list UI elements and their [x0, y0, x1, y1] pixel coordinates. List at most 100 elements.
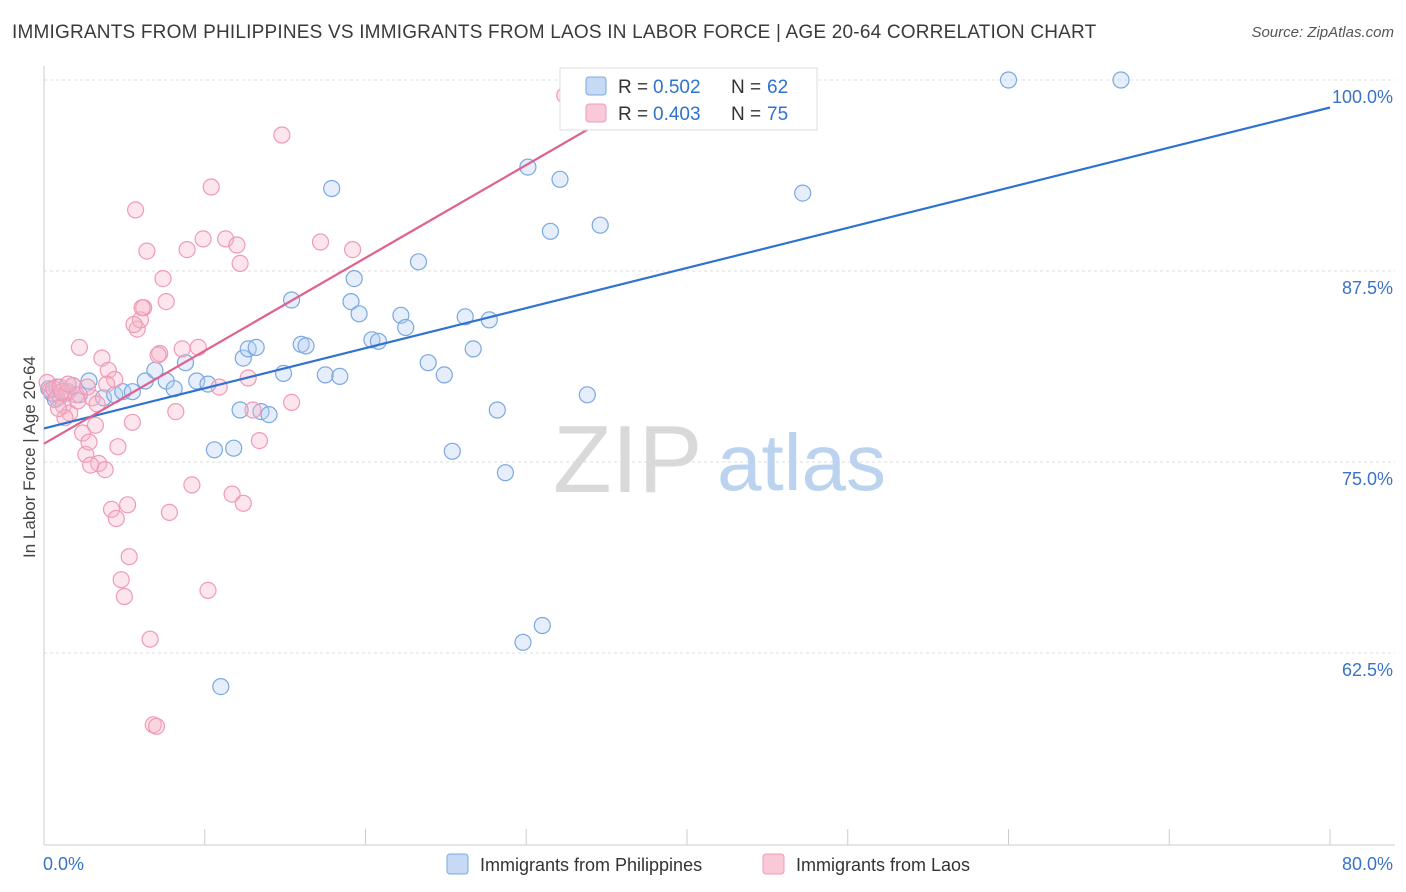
- data-point-laos: [223, 485, 241, 503]
- data-point-philippines: [188, 372, 206, 390]
- data-point-laos: [59, 375, 77, 393]
- data-point-philippines: [488, 401, 506, 419]
- data-point-laos: [231, 254, 249, 272]
- data-point-philippines: [443, 442, 461, 460]
- data-point-philippines: [496, 464, 514, 482]
- stats-n-value-philippines: 62: [767, 77, 788, 98]
- data-point-philippines: [350, 305, 368, 323]
- legend-label-philippines: Immigrants from Philippines: [480, 855, 702, 875]
- data-point-philippines: [231, 401, 249, 419]
- data-point-laos: [234, 494, 252, 512]
- data-point-laos: [73, 424, 92, 442]
- data-point-philippines: [316, 366, 334, 384]
- stats-r-value-laos: 0.403: [653, 104, 701, 125]
- data-point-laos: [123, 413, 141, 431]
- data-point-philippines: [363, 331, 381, 349]
- stats-n-label-laos: N =: [731, 104, 761, 125]
- data-point-laos: [49, 399, 68, 418]
- data-point-laos: [202, 178, 220, 196]
- bottom-legend: Immigrants from Philippines Immigrants f…: [446, 853, 970, 875]
- data-point-philippines: [212, 677, 230, 696]
- stats-legend-box: R = 0.502 N = 62 R = 0.403 N = 75: [559, 67, 818, 131]
- data-point-laos: [86, 416, 105, 434]
- watermark: ZIP atlas: [553, 406, 886, 513]
- data-point-laos: [80, 433, 98, 451]
- data-point-laos: [178, 241, 196, 259]
- data-point-philippines: [323, 179, 341, 198]
- data-point-philippines: [1112, 71, 1130, 89]
- data-point-laos: [70, 338, 89, 356]
- data-point-philippines: [247, 338, 265, 356]
- stats-r-value-philippines: 0.502: [653, 77, 701, 98]
- data-point-philippines: [80, 372, 98, 390]
- data-point-laos: [118, 496, 137, 514]
- data-point-philippines: [591, 216, 609, 234]
- data-point-philippines: [435, 366, 453, 384]
- stats-n-value-laos: 75: [767, 104, 788, 125]
- data-point-philippines: [456, 308, 474, 326]
- axis-layer: 100.0% 87.5% 75.0% 62.5%: [43, 66, 1395, 846]
- y-tick-label: 75.0%: [1342, 469, 1393, 489]
- data-point-philippines: [514, 633, 532, 651]
- stats-swatch-laos: [585, 103, 607, 123]
- stats-r-label-philippines: R =: [618, 77, 648, 98]
- data-point-philippines: [999, 71, 1018, 89]
- data-point-philippines: [225, 439, 243, 457]
- data-point-laos: [109, 438, 127, 456]
- data-point-laos: [120, 548, 138, 566]
- data-point-philippines: [205, 441, 223, 459]
- data-point-laos: [115, 587, 134, 606]
- data-point-laos: [96, 461, 114, 479]
- legend-swatch-philippines: [446, 853, 469, 875]
- data-point-laos: [78, 378, 97, 396]
- chart-title: IMMIGRANTS FROM PHILIPPINES VS IMMIGRANT…: [12, 22, 1097, 43]
- data-point-philippines: [297, 337, 315, 355]
- legend-swatch-laos: [762, 853, 785, 875]
- data-point-laos: [107, 509, 125, 528]
- data-point-philippines: [551, 170, 569, 188]
- trend-line-philippines: [43, 106, 1331, 430]
- data-point-laos: [149, 346, 167, 364]
- data-point-laos: [154, 270, 172, 288]
- data-point-laos: [160, 503, 178, 522]
- y-tick-label: 62.5%: [1342, 660, 1393, 680]
- data-point-philippines: [409, 253, 428, 271]
- data-point-laos: [147, 717, 166, 735]
- chart-source: Source: ZipAtlas.com: [1251, 24, 1394, 41]
- trend-line-laos: [43, 89, 656, 445]
- watermark-zip: ZIP: [553, 406, 702, 513]
- data-point-laos: [228, 236, 246, 254]
- data-point-laos: [112, 571, 130, 589]
- data-point-laos: [167, 403, 185, 421]
- data-point-laos: [106, 370, 124, 389]
- x-tick-label-min: 0.0%: [43, 854, 84, 874]
- data-point-laos: [157, 293, 175, 311]
- data-point-laos: [189, 338, 207, 356]
- data-point-laos: [99, 361, 117, 379]
- y-tick-label: 87.5%: [1342, 278, 1393, 298]
- data-point-laos: [138, 242, 156, 260]
- data-point-laos: [125, 315, 143, 334]
- data-point-laos: [133, 299, 151, 317]
- data-point-laos: [127, 201, 145, 219]
- data-point-philippines: [480, 311, 498, 329]
- data-point-philippines: [342, 293, 360, 311]
- data-point-laos: [311, 233, 330, 251]
- data-point-laos: [244, 401, 262, 419]
- data-point-philippines: [578, 386, 596, 404]
- data-point-philippines: [345, 270, 363, 288]
- legend-label-laos: Immigrants from Laos: [796, 855, 970, 875]
- data-point-philippines: [419, 354, 437, 372]
- data-point-laos: [194, 230, 212, 248]
- data-point-philippines: [260, 406, 278, 424]
- data-point-laos: [250, 432, 268, 450]
- data-point-laos: [173, 340, 191, 358]
- grid-layer: [44, 79, 1395, 654]
- x-tick-label-max: 80.0%: [1342, 854, 1393, 874]
- data-point-philippines: [519, 158, 537, 176]
- data-point-philippines: [397, 318, 415, 337]
- y-tick-label: 100.0%: [1332, 87, 1393, 107]
- data-point-philippines: [331, 367, 349, 385]
